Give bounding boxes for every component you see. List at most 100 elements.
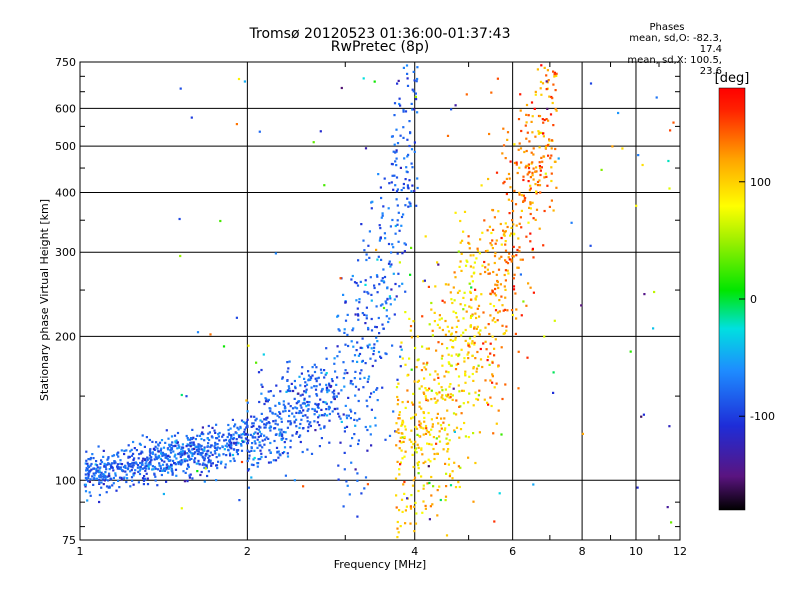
o-mode-point	[405, 166, 408, 169]
x-mode-point	[540, 156, 543, 159]
x-mode-point	[395, 386, 399, 389]
x-mode-point	[542, 135, 545, 138]
o-mode-point	[410, 190, 413, 193]
o-mode-point	[257, 435, 260, 438]
x-mode-point	[514, 292, 517, 295]
o-mode-point	[274, 422, 277, 425]
o-mode-point	[258, 441, 261, 444]
o-mode-point	[373, 284, 376, 287]
o-mode-point	[138, 453, 141, 456]
o-mode-point	[381, 212, 384, 215]
x-mode-point	[467, 436, 470, 439]
x-mode-point	[516, 171, 519, 175]
o-mode-point	[392, 150, 395, 153]
x-mode-point	[532, 256, 535, 259]
x-mode-point	[539, 173, 542, 177]
x-mode-point	[424, 504, 427, 507]
o-mode-point	[364, 362, 367, 365]
o-mode-point	[144, 465, 147, 468]
x-mode-point	[467, 344, 470, 347]
o-mode-point	[400, 215, 404, 219]
o-mode-point	[369, 276, 372, 279]
o-mode-point	[304, 381, 307, 384]
x-mode-point	[489, 292, 492, 295]
scatter-point	[237, 77, 241, 81]
x-mode-point	[451, 398, 454, 401]
x-mode-point	[517, 266, 520, 269]
x-mode-point	[467, 235, 470, 238]
x-mode-point	[479, 272, 482, 276]
o-mode-point	[261, 446, 264, 449]
o-mode-point	[344, 301, 347, 304]
x-mode-point	[546, 184, 549, 187]
o-mode-point	[388, 295, 391, 298]
o-mode-point	[252, 458, 255, 461]
x-mode-point	[481, 231, 484, 234]
o-mode-point	[138, 442, 141, 445]
scatter-point	[452, 387, 455, 390]
x-mode-point	[423, 392, 426, 395]
o-mode-point	[168, 443, 171, 446]
o-mode-point	[260, 383, 263, 386]
x-mode-point	[472, 404, 475, 407]
o-mode-point	[342, 293, 345, 296]
x-mode-point	[459, 260, 462, 263]
o-mode-point	[141, 461, 144, 464]
o-mode-point	[295, 431, 299, 434]
o-mode-point	[204, 452, 208, 456]
o-mode-point	[240, 433, 243, 436]
x-mode-point	[490, 91, 493, 94]
o-mode-point	[246, 424, 249, 427]
x-mode-point	[475, 316, 478, 320]
x-mode-point	[476, 350, 479, 354]
o-mode-point	[373, 346, 376, 349]
x-mode-point	[414, 346, 417, 350]
o-mode-point	[332, 396, 335, 399]
x-mode-point	[434, 401, 437, 404]
o-mode-point	[148, 457, 151, 460]
scatter-point	[323, 184, 326, 187]
o-mode-point	[215, 423, 218, 426]
o-mode-point	[394, 160, 397, 163]
x-mode-point	[540, 64, 543, 67]
x-mode-point	[478, 431, 481, 434]
o-mode-point	[209, 451, 212, 454]
x-mode-point	[398, 440, 401, 443]
o-mode-point	[298, 426, 301, 429]
x-mode-point	[498, 257, 501, 260]
o-mode-point	[148, 449, 152, 452]
o-mode-point	[289, 420, 292, 423]
o-mode-point	[406, 171, 409, 174]
o-mode-point	[259, 434, 262, 438]
x-mode-point	[530, 151, 533, 154]
o-mode-point	[145, 460, 148, 463]
o-mode-point	[134, 461, 137, 464]
x-mode-point	[424, 460, 427, 463]
o-mode-point	[84, 476, 87, 479]
o-mode-point	[297, 400, 300, 403]
o-mode-point	[149, 463, 152, 466]
o-mode-point	[307, 370, 310, 373]
x-mode-point	[491, 335, 494, 338]
o-mode-point	[358, 301, 361, 304]
o-mode-point	[354, 394, 357, 397]
x-mode-point	[429, 433, 432, 436]
o-mode-point	[383, 232, 386, 235]
x-mode-point	[464, 370, 467, 373]
x-mode-point	[441, 354, 444, 357]
x-mode-point	[518, 250, 521, 253]
o-mode-point	[103, 479, 106, 482]
o-mode-point	[347, 414, 350, 417]
o-mode-point	[280, 428, 283, 431]
o-mode-point	[287, 385, 290, 388]
x-mode-point	[433, 311, 436, 314]
x-mode-point	[471, 372, 474, 376]
x-mode-point	[396, 520, 399, 524]
o-mode-point	[160, 473, 163, 477]
x-mode-point	[553, 71, 556, 74]
o-mode-point	[187, 444, 190, 447]
x-mode-point	[414, 449, 417, 452]
o-mode-point	[300, 372, 303, 375]
o-mode-point	[151, 451, 154, 454]
o-mode-point	[207, 432, 210, 435]
